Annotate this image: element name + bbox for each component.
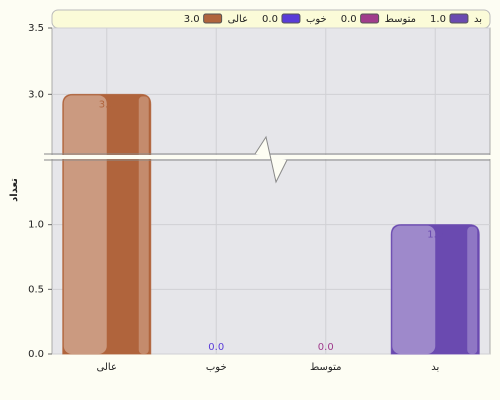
- legend-swatch: [281, 13, 301, 24]
- y-tick-label: 0.5: [28, 284, 44, 295]
- legend-swatch: [360, 13, 380, 24]
- bar-shade-left: [392, 225, 436, 354]
- x-tick-label: بد: [431, 362, 439, 373]
- legend-swatch: [449, 13, 469, 24]
- value-label: 0.0: [208, 342, 224, 353]
- legend-value: 1.0: [430, 14, 446, 25]
- value-label: 3.0: [99, 99, 115, 110]
- legend-value: 0.0: [262, 14, 278, 25]
- y-axis-label: تعداد: [9, 178, 20, 202]
- bar-shade-right: [138, 96, 149, 354]
- y-tick-label: 1.0: [28, 220, 44, 231]
- legend-label[interactable]: بد: [474, 14, 482, 25]
- value-label: 1.0: [427, 230, 443, 241]
- legend-label[interactable]: عالی: [228, 14, 248, 25]
- legend-value: 0.0: [341, 14, 357, 25]
- value-label: 0.0: [318, 342, 334, 353]
- x-tick-label: متوسط: [310, 362, 341, 373]
- x-tick-label: خوب: [206, 362, 227, 373]
- legend-swatch: [203, 13, 223, 24]
- legend-value: 3.0: [184, 14, 200, 25]
- break-zigzag: [254, 135, 288, 184]
- legend-label[interactable]: خوب: [306, 14, 327, 25]
- bar-shade-left: [63, 95, 107, 354]
- y-tick-label: 3.5: [28, 23, 44, 34]
- legend-label[interactable]: متوسط: [385, 14, 416, 25]
- y-tick-label: 0.0: [28, 349, 44, 360]
- y-tick-label: 3.0: [28, 89, 44, 100]
- bar: [62, 93, 152, 355]
- bar: [390, 224, 480, 355]
- x-tick-label: عالی: [97, 362, 117, 373]
- bar-shade-right: [467, 226, 478, 354]
